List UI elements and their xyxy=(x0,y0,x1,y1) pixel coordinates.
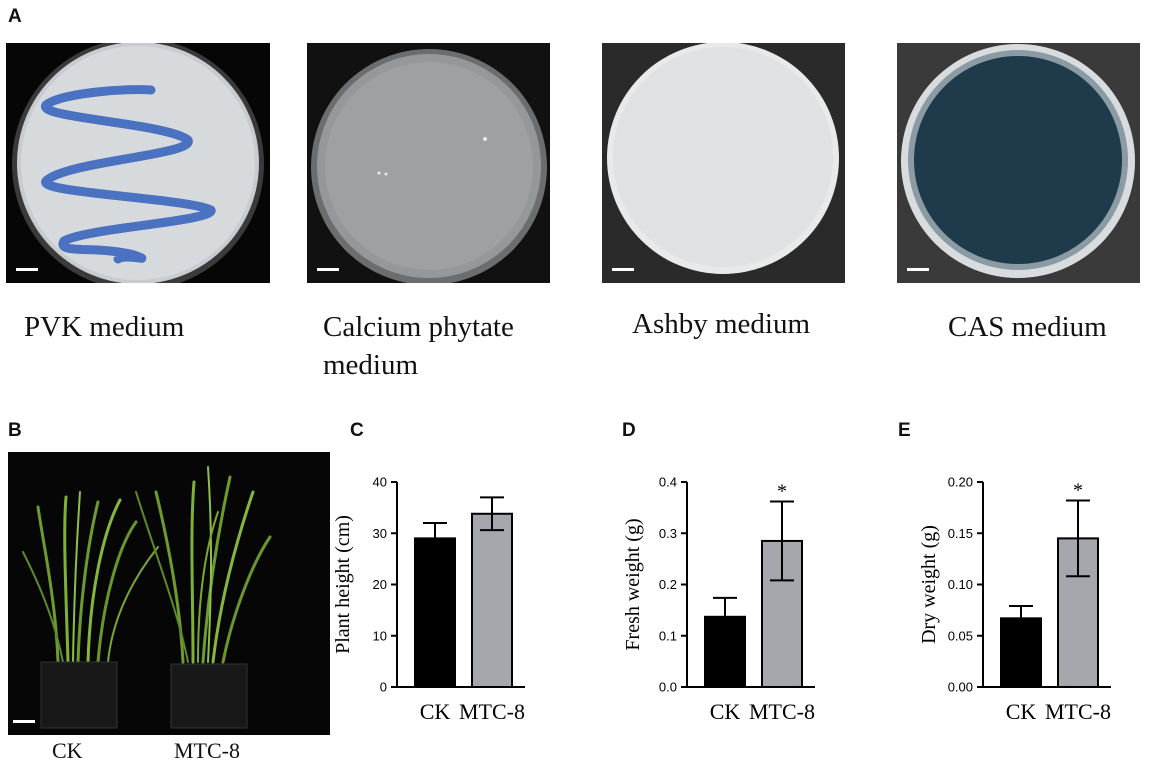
y-tick-label: 0.3 xyxy=(659,526,677,541)
y-tick-label: 0.10 xyxy=(948,577,973,592)
bar-ck xyxy=(414,537,456,688)
plate-photo-ashby xyxy=(602,43,845,283)
y-tick-label: 20 xyxy=(373,577,387,592)
y-tick-label: 0.15 xyxy=(948,526,973,541)
y-tick-label: 0.05 xyxy=(948,628,973,643)
pvk-plate-icon xyxy=(12,43,264,283)
y-tick-label: 0.20 xyxy=(948,475,973,490)
scale-bar xyxy=(16,268,38,271)
pvk-streak xyxy=(41,85,216,264)
caption-cas-medium: CAS medium xyxy=(948,311,1107,343)
panel-letter-c: C xyxy=(350,420,364,441)
rice-plants-icon xyxy=(13,466,272,729)
dry-weight-chart: 0.00 0.05 0.10 0.15 0.20 Dry weight (g) CK * MTC… xyxy=(918,475,1111,724)
y-tick-label: 0 xyxy=(380,680,387,695)
y-tick-label: 0.1 xyxy=(659,628,677,643)
x-category-label: MTC-8 xyxy=(749,699,815,724)
y-tick-label: 40 xyxy=(373,475,387,490)
bar-ck xyxy=(704,615,746,689)
y-tick-label: 0.00 xyxy=(948,680,973,695)
significance-marker: * xyxy=(777,480,787,502)
caption-pvk-medium: PVK medium xyxy=(24,311,185,343)
x-category-label: MTC-8 xyxy=(1045,699,1111,724)
x-category-label: MTC-8 xyxy=(459,699,525,724)
scale-bar xyxy=(612,268,634,271)
fresh-weight-chart: 0.0 0.1 0.2 0.3 0.4 Fresh weight (g) CK * MTC-8 xyxy=(622,475,815,724)
panel-letter-d: D xyxy=(622,420,636,441)
ashby-plate-icon xyxy=(607,43,839,274)
bar-ck xyxy=(1000,617,1042,688)
y-axis-label: Dry weight (g) xyxy=(918,525,940,644)
y-tick-label: 30 xyxy=(373,526,387,541)
caption-ashby-medium: Ashby medium xyxy=(632,308,811,340)
plate-photo-calcium-phytate xyxy=(307,43,550,283)
y-tick-label: 0.0 xyxy=(659,680,677,695)
y-axis-label: Fresh weight (g) xyxy=(622,518,644,650)
caption-calcium-phytate-medium: Calcium phytate medium xyxy=(323,311,514,381)
y-tick-label: 0.2 xyxy=(659,577,677,592)
y-tick-label: 0.4 xyxy=(659,475,677,490)
plate-photo-cas xyxy=(897,43,1140,283)
scale-bar xyxy=(317,268,339,271)
panel-letter-b: B xyxy=(8,420,22,441)
x-category-label: CK xyxy=(1006,699,1037,724)
plant-label-ck: CK xyxy=(52,738,83,763)
y-axis-label: Plant height (cm) xyxy=(332,515,354,654)
plant-label-mtc-8: MTC-8 xyxy=(174,738,240,763)
x-category-label: CK xyxy=(420,699,451,724)
scale-bar xyxy=(907,268,929,271)
plant-height-chart: 0 10 20 30 40 Plant height (cm) CK MTC-8 xyxy=(332,475,525,724)
rice-plants-photo xyxy=(8,452,330,735)
panel-letter-e: E xyxy=(898,420,911,441)
plate-photo-pvk xyxy=(6,43,270,283)
calcium-phytate-plate-icon xyxy=(311,49,547,283)
x-category-label: CK xyxy=(710,699,741,724)
bar-mtc-8 xyxy=(471,512,513,689)
significance-marker: * xyxy=(1073,479,1083,501)
y-tick-label: 10 xyxy=(373,628,387,643)
panel-letter-a: A xyxy=(8,6,22,27)
cas-plate-icon xyxy=(901,44,1135,278)
